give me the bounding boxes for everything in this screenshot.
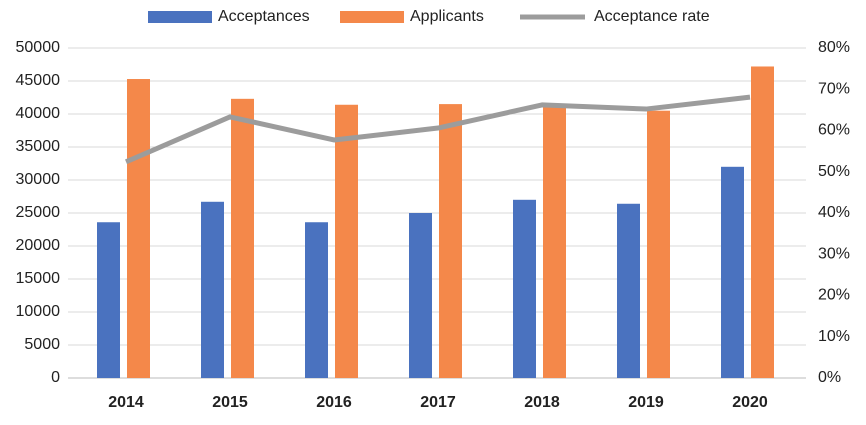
bar — [127, 79, 150, 379]
y2-tick-label: 0% — [818, 369, 841, 386]
legend-label: Acceptance rate — [594, 8, 710, 25]
y2-tick-label: 10% — [818, 328, 850, 345]
y2-tick-label: 70% — [818, 80, 850, 97]
y2-tick-label: 40% — [818, 204, 850, 221]
y-tick-label: 5000 — [24, 336, 60, 353]
y-tick-label: 0 — [51, 369, 60, 386]
y2-tick-label: 20% — [818, 287, 850, 304]
legend-swatch — [340, 11, 404, 23]
rate-line — [125, 94, 751, 165]
y-tick-label: 40000 — [16, 105, 61, 122]
legend-label: Applicants — [410, 8, 484, 25]
bar — [439, 104, 462, 378]
bar — [617, 203, 640, 378]
bar — [335, 104, 358, 378]
bar — [721, 166, 744, 378]
bar — [513, 199, 536, 378]
y2-tick-label: 30% — [818, 245, 850, 262]
y-tick-label: 20000 — [16, 237, 61, 254]
x-tick-label: 2020 — [732, 394, 768, 411]
y-tick-label: 15000 — [16, 270, 61, 287]
x-tick-label: 2016 — [316, 394, 352, 411]
bar — [647, 110, 670, 378]
x-tick-label: 2014 — [108, 394, 144, 411]
y2-tick-label: 50% — [818, 163, 850, 180]
bar — [751, 66, 774, 378]
bar — [201, 201, 224, 378]
y-tick-label: 35000 — [16, 138, 61, 155]
y-tick-label: 45000 — [16, 72, 61, 89]
bar — [231, 98, 254, 378]
bar — [97, 222, 120, 378]
bar — [305, 222, 328, 378]
bar — [543, 107, 566, 379]
y2-tick-label: 60% — [818, 122, 850, 139]
y2-tick-label: 80% — [818, 39, 850, 56]
x-tick-label: 2015 — [212, 394, 248, 411]
y-tick-label: 50000 — [16, 39, 61, 56]
x-tick-label: 2019 — [628, 394, 664, 411]
y-tick-label: 30000 — [16, 171, 61, 188]
x-tick-label: 2018 — [524, 394, 560, 411]
y-tick-label: 25000 — [16, 204, 61, 221]
legend-label: Acceptances — [218, 8, 310, 25]
bar — [409, 213, 432, 378]
x-tick-label: 2017 — [420, 394, 456, 411]
y-tick-label: 10000 — [16, 303, 61, 320]
legend-swatch — [148, 11, 212, 23]
